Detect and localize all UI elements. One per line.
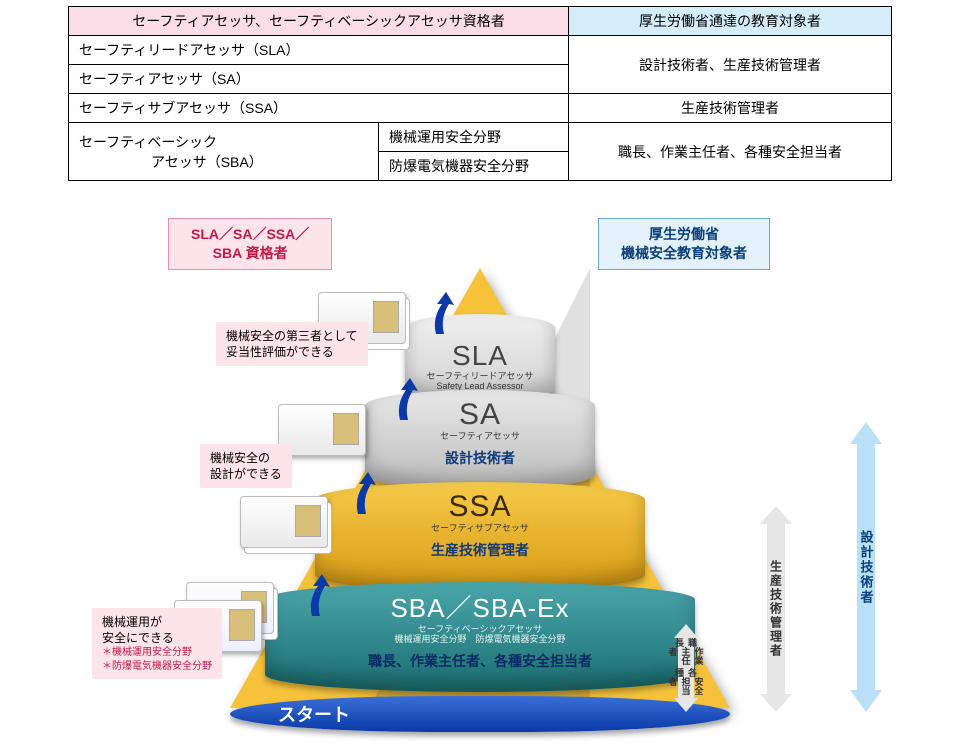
legend-qualifiers: SLA／SA／SSA／ SBA 資格者 <box>168 218 332 270</box>
up-arrow-icon <box>306 572 334 620</box>
sba-role: 職長、作業主任者、各種安全担当者 <box>265 651 695 671</box>
range-arrow-foreman-label: 職長作業主任者各種安全担当者 <box>678 638 694 698</box>
qualification-table: セーフティアセッサ、セーフティベーシックアセッサ資格者 厚生労働省通達の教育対象… <box>68 6 892 181</box>
sa-role: 設計技術者 <box>365 448 595 468</box>
row-sba-name: セーフティベーシック アセッサ（SBA） <box>69 123 379 181</box>
arrow-head-down-icon <box>850 690 882 712</box>
callout-sba-n2: ＊防爆電気機器安全分野 <box>102 660 212 674</box>
row-group1-target: 設計技術者、生産技術管理者 <box>569 36 892 94</box>
callout-sa: 機械安全の 設計ができる <box>200 444 292 488</box>
range-arrow-design: 設計技術者 <box>850 422 882 712</box>
up-arrow-icon <box>352 470 380 518</box>
sla-code: SLA <box>405 340 555 372</box>
arrow-head-up-icon <box>760 506 792 524</box>
arrow-head-down-icon <box>674 698 698 712</box>
row-sba-target: 職長、作業主任者、各種安全担当者 <box>569 123 892 181</box>
table-header-right: 厚生労働省通達の教育対象者 <box>569 7 892 36</box>
row-sba-name-l2: アセッサ（SBA） <box>79 154 263 170</box>
sba-sub2: 機械運用安全分野 防爆電気機器安全分野 <box>265 635 695 645</box>
callout-sla-l2: 妥当性評価ができる <box>226 345 334 359</box>
sa-sub1: セーフティアセッサ <box>365 432 595 442</box>
arrow-head-down-icon <box>760 694 792 712</box>
callout-sba-l1: 機械運用が <box>102 615 162 629</box>
range-arrow-foreman: 職長作業主任者各種安全担当者 <box>670 624 702 712</box>
callout-sba-n1: ＊機械運用安全分野 <box>102 646 212 660</box>
ssa-sub1: セーフティサブアセッサ <box>315 524 645 534</box>
legend-right-l2: 機械安全教育対象者 <box>621 245 747 261</box>
range-arrow-design-label: 設計技術者 <box>857 444 875 690</box>
start-label: スタート <box>278 701 350 727</box>
row-sba-name-l1: セーフティベーシック <box>79 134 217 150</box>
legend-right-l1: 厚生労働省 <box>649 226 719 242</box>
ssa-role: 生産技術管理者 <box>315 540 645 560</box>
legend-targets: 厚生労働省 機械安全教育対象者 <box>598 218 770 270</box>
start-bar: スタート <box>230 696 730 732</box>
arrow-head-up-icon <box>674 624 698 638</box>
row-ssa-target: 生産技術管理者 <box>569 94 892 123</box>
table-header-left: セーフティアセッサ、セーフティベーシックアセッサ資格者 <box>69 7 569 36</box>
callout-sba: 機械運用が 安全にできる ＊機械運用安全分野 ＊防爆電気機器安全分野 <box>92 608 222 679</box>
callout-sla-l1: 機械安全の第三者として <box>226 329 358 343</box>
row-sba-field1: 機械運用安全分野 <box>379 123 569 152</box>
callout-sba-l2: 安全にできる <box>102 631 174 645</box>
callout-sa-l2: 設計ができる <box>210 467 282 481</box>
up-arrow-icon <box>430 290 458 338</box>
row-sla: セーフティリードアセッサ（SLA） <box>69 36 569 65</box>
range-arrow-production-label: 生産技術管理者 <box>767 524 785 694</box>
callout-sa-l1: 機械安全の <box>210 451 270 465</box>
arrow-head-up-icon <box>850 422 882 444</box>
row-ssa: セーフティサブアセッサ（SSA） <box>69 94 569 123</box>
id-card-icon <box>240 496 328 548</box>
row-sa: セーフティアセッサ（SA） <box>69 65 569 94</box>
slab-sla: SLA セーフティリードアセッサ Safety Lead Assessor <box>405 314 555 402</box>
row-sba-field2: 防爆電気機器安全分野 <box>379 152 569 181</box>
range-arrow-production: 生産技術管理者 <box>760 506 792 712</box>
legend-left-l1: SLA／SA／SSA／ <box>191 226 309 242</box>
up-arrow-icon <box>394 376 422 424</box>
legend-left-l2: SBA 資格者 <box>213 245 288 261</box>
callout-sla: 機械安全の第三者として 妥当性評価ができる <box>216 322 368 366</box>
pyramid-diagram: SLA セーフティリードアセッサ Safety Lead Assessor SA… <box>0 272 960 742</box>
